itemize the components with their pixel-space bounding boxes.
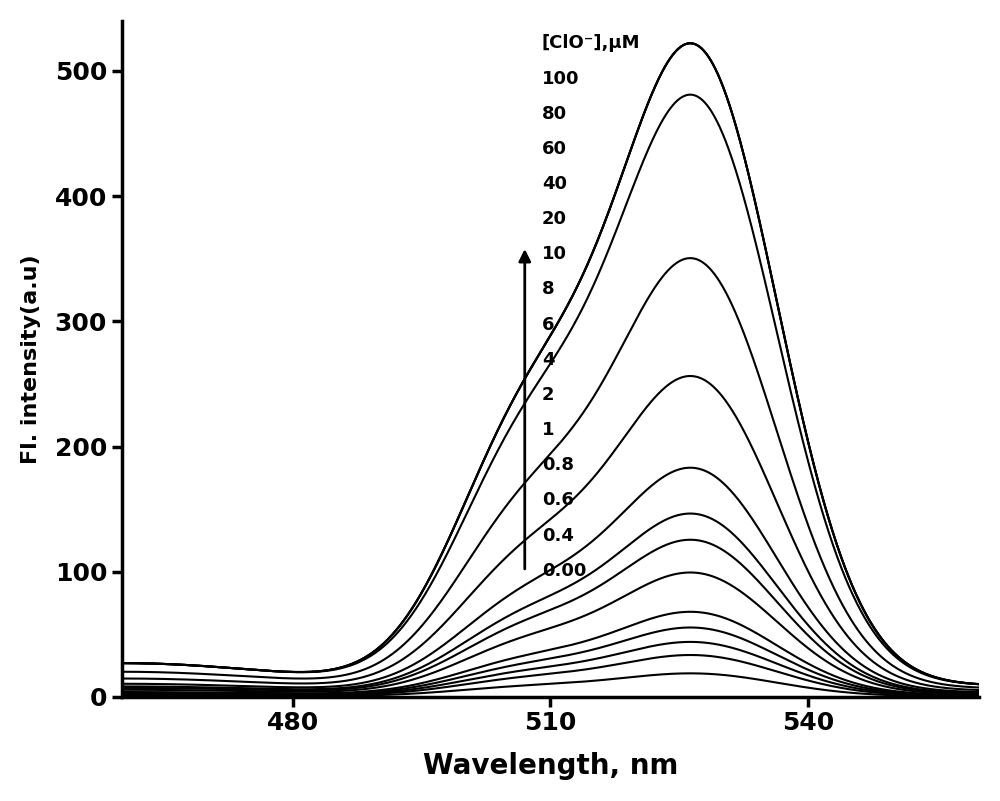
- Text: 40: 40: [542, 175, 567, 193]
- Text: 0.00: 0.00: [542, 562, 586, 580]
- Text: 2: 2: [542, 386, 554, 404]
- Text: 0.8: 0.8: [542, 457, 574, 474]
- Text: [ClO⁻],μM: [ClO⁻],μM: [542, 34, 640, 52]
- Text: 10: 10: [542, 245, 567, 264]
- Text: 80: 80: [542, 105, 567, 123]
- Text: 6: 6: [542, 316, 554, 333]
- Text: 1: 1: [542, 421, 554, 439]
- X-axis label: Wavelength, nm: Wavelength, nm: [423, 752, 678, 780]
- Y-axis label: Fl. intensity(a.u): Fl. intensity(a.u): [21, 254, 41, 464]
- Text: 0.6: 0.6: [542, 491, 574, 509]
- Text: 20: 20: [542, 210, 567, 228]
- Text: 60: 60: [542, 140, 567, 158]
- Text: 0.4: 0.4: [542, 526, 574, 545]
- Text: 4: 4: [542, 351, 554, 368]
- Text: 100: 100: [542, 70, 579, 87]
- Text: 8: 8: [542, 280, 555, 299]
